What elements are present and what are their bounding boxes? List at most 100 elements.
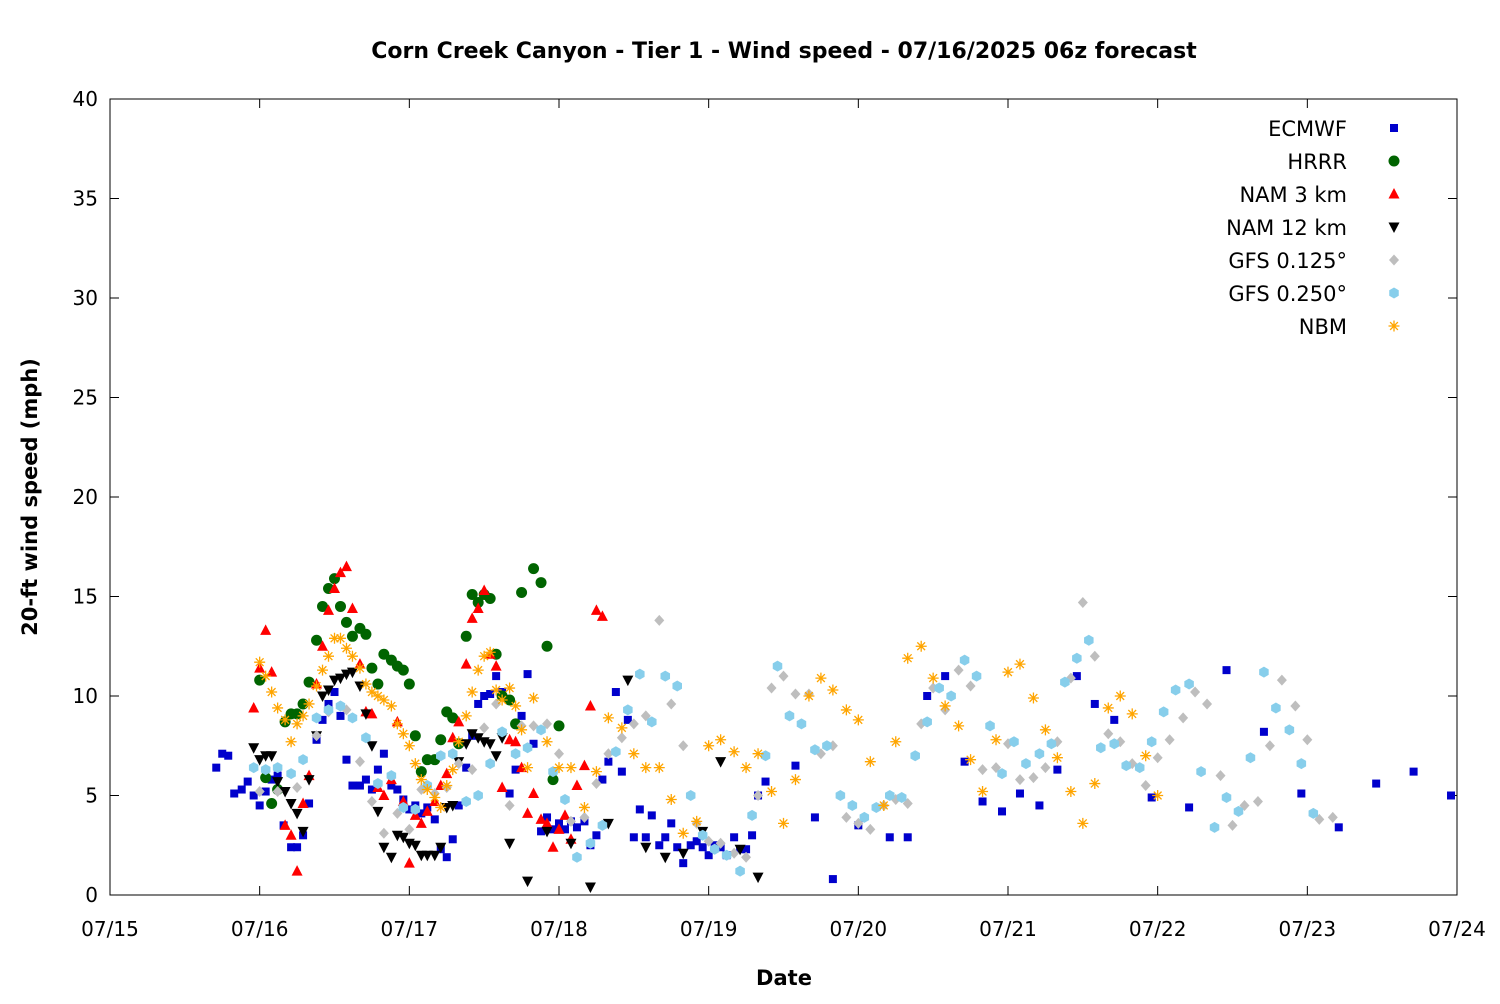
data-point (741, 851, 752, 863)
data-point (291, 808, 303, 820)
data-point (293, 843, 302, 852)
data-point (441, 767, 453, 779)
data-point (447, 800, 459, 812)
legend: ECMWF HRRR NAM 3 km NAM 12 km GFS 0.125° GFS … (1226, 117, 1400, 339)
data-point (623, 704, 633, 716)
data-point (441, 802, 453, 814)
data-point (535, 813, 547, 824)
data-point (1152, 752, 1163, 764)
data-point (791, 761, 800, 770)
y-tick-label: 30 (73, 286, 98, 310)
data-point (346, 650, 358, 662)
data-point (623, 715, 632, 724)
data-point (1290, 700, 1301, 712)
y-tick-label: 25 (73, 386, 98, 410)
legend-label: HRRR (1287, 150, 1347, 174)
data-point (291, 708, 303, 720)
data-point (366, 795, 377, 807)
data-point (1103, 728, 1114, 740)
data-point (442, 853, 451, 862)
data-point (602, 712, 614, 724)
y-tick-label: 0 (85, 883, 98, 907)
data-point (985, 720, 995, 732)
data-point (510, 748, 521, 760)
data-point (421, 805, 433, 816)
data-point (266, 666, 278, 677)
data-point (686, 841, 695, 850)
data-point (454, 801, 463, 810)
chart-title: Corn Creek Canyon - Tier 1 - Wind speed … (371, 39, 1197, 64)
data-point (1202, 698, 1213, 710)
data-point (1102, 702, 1114, 714)
data-point (360, 678, 372, 690)
data-point (902, 652, 914, 664)
data-point (397, 795, 409, 806)
data-point (342, 755, 351, 764)
data-point (537, 827, 546, 836)
legend-marker (1390, 124, 1398, 132)
data-point (254, 674, 266, 686)
data-point (941, 672, 950, 681)
data-point (447, 712, 459, 724)
data-point (528, 720, 539, 732)
data-point (366, 686, 378, 698)
data-point (403, 857, 415, 868)
data-point (784, 710, 795, 722)
data-point (553, 720, 565, 732)
data-point (372, 678, 384, 690)
data-point (864, 756, 876, 768)
x-tick-label: 07/15 (81, 917, 139, 941)
data-point (516, 724, 528, 736)
data-point (1140, 780, 1151, 792)
data-point (616, 722, 628, 734)
data-point (541, 640, 553, 652)
data-point (340, 560, 352, 572)
data-point (354, 662, 366, 674)
data-point (815, 672, 827, 684)
data-point (496, 733, 508, 744)
data-point (1027, 692, 1039, 704)
data-point (715, 757, 727, 768)
legend-label: NAM 3 km (1239, 183, 1347, 207)
data-point (496, 694, 508, 706)
data-point (572, 851, 582, 863)
axis-ticks: 0 5 10 15 20 25 30 35 40 07/15 07/16 07/17 07/18 07/1… (73, 87, 1486, 941)
data-point (1308, 807, 1319, 819)
data-point (840, 704, 852, 716)
y-tick-label: 10 (73, 684, 98, 708)
data-point (490, 660, 502, 671)
data-point (878, 799, 890, 811)
data-point (1035, 801, 1044, 810)
data-point (603, 748, 614, 760)
data-point (480, 692, 489, 700)
data-point (460, 658, 472, 669)
data-point (647, 811, 656, 820)
data-point (1040, 762, 1051, 774)
data-point (317, 664, 329, 676)
data-point (409, 840, 421, 852)
data-point (923, 692, 932, 700)
data-point (417, 809, 426, 818)
data-point (730, 833, 739, 842)
data-point (478, 584, 490, 596)
data-point (355, 781, 364, 790)
data-point (305, 799, 314, 808)
data-point (248, 743, 260, 754)
data-point (478, 650, 490, 662)
data-point (1164, 734, 1175, 746)
data-point (1222, 666, 1231, 675)
legend-marker (1388, 188, 1400, 199)
plot-frame (109, 98, 1458, 896)
data-point (415, 817, 427, 828)
data-point (285, 829, 297, 840)
data-point (590, 766, 602, 778)
data-point (590, 604, 602, 615)
data-point (453, 715, 465, 727)
data-point (1284, 724, 1295, 736)
legend-marker (1388, 155, 1400, 167)
data-point (1009, 736, 1019, 748)
data-point (1089, 650, 1100, 662)
data-point (472, 602, 484, 613)
data-point (946, 690, 956, 702)
data-point (1190, 686, 1201, 698)
